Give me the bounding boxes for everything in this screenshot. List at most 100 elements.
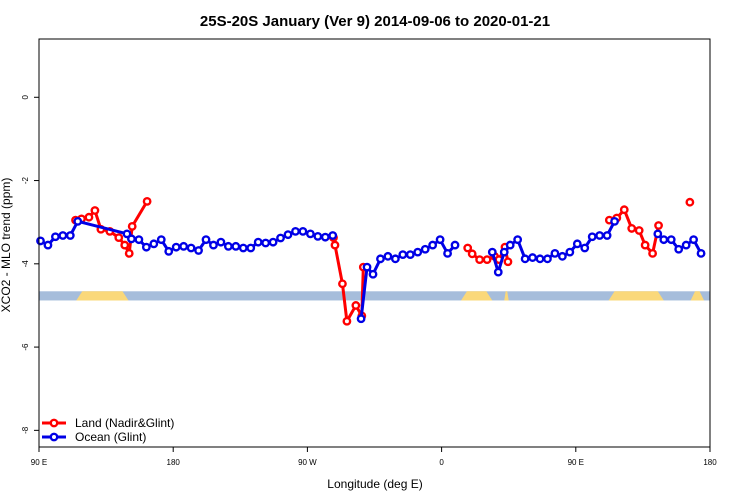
data-point bbox=[595, 231, 605, 240]
data-point bbox=[253, 237, 263, 247]
data-point bbox=[368, 269, 378, 279]
data-point bbox=[580, 243, 590, 253]
data-point bbox=[127, 234, 136, 244]
data-point bbox=[482, 255, 492, 265]
data-point bbox=[696, 249, 706, 258]
data-point bbox=[405, 250, 415, 260]
data-point bbox=[463, 243, 473, 253]
data-point bbox=[342, 316, 352, 326]
data-point bbox=[268, 237, 278, 247]
data-point bbox=[685, 197, 695, 207]
chart-title: 25S-20S January (Ver 9) 2014-09-06 to 20… bbox=[200, 13, 550, 30]
axes: 90 E 180 90 W 0 90 E 180 0 -2 -4 -6 -8 bbox=[21, 95, 717, 467]
data-point bbox=[565, 247, 575, 257]
data-point bbox=[619, 205, 629, 215]
land-band-segment bbox=[460, 291, 493, 301]
data-point bbox=[654, 221, 663, 230]
data-point bbox=[298, 226, 308, 236]
data-point bbox=[659, 235, 669, 245]
data-point bbox=[194, 246, 203, 255]
data-point bbox=[513, 235, 523, 245]
data-point bbox=[376, 254, 385, 264]
y-tick-label: -4 bbox=[21, 260, 30, 268]
data-point bbox=[653, 229, 663, 239]
data-point bbox=[390, 254, 400, 264]
data-point bbox=[398, 250, 408, 260]
data-point bbox=[164, 246, 174, 256]
data-point bbox=[231, 241, 241, 251]
data-point bbox=[43, 240, 53, 250]
data-point bbox=[313, 231, 323, 241]
data-point bbox=[627, 224, 637, 233]
data-point bbox=[216, 237, 226, 247]
data-point bbox=[171, 242, 181, 252]
x-tick-label: 90 E bbox=[568, 458, 584, 467]
data-point bbox=[209, 240, 218, 250]
x-tick-label: 180 bbox=[167, 458, 181, 467]
data-point bbox=[634, 226, 644, 235]
data-point bbox=[73, 216, 83, 226]
data-point bbox=[503, 257, 513, 267]
data-point bbox=[674, 244, 684, 254]
data-point bbox=[246, 243, 256, 253]
data-point bbox=[90, 206, 100, 215]
data-point bbox=[640, 240, 650, 250]
y-tick-label: 0 bbox=[21, 95, 30, 100]
data-point bbox=[587, 232, 597, 242]
land-band-segment bbox=[608, 291, 664, 301]
data-point bbox=[550, 249, 560, 258]
data-point bbox=[142, 196, 152, 206]
legend-marker bbox=[49, 418, 59, 428]
data-point bbox=[141, 242, 151, 252]
data-point bbox=[65, 231, 75, 240]
ocean-band bbox=[39, 291, 710, 301]
data-point bbox=[330, 240, 340, 250]
data-point bbox=[435, 235, 445, 245]
data-point bbox=[610, 216, 619, 226]
data-point bbox=[505, 240, 515, 250]
data-point bbox=[320, 232, 330, 242]
data-point bbox=[283, 230, 293, 240]
data-point bbox=[543, 254, 552, 264]
data-point bbox=[428, 240, 438, 250]
x-axis-label: Longitude (deg E) bbox=[327, 477, 422, 491]
data-point bbox=[114, 233, 124, 242]
y-tick-label: -8 bbox=[21, 426, 30, 434]
x-tick-label: 0 bbox=[439, 458, 444, 467]
legend: Land (Nadir&Glint)Ocean (Glint) bbox=[42, 416, 174, 444]
data-point bbox=[156, 235, 166, 245]
data-point bbox=[383, 251, 393, 261]
data-point bbox=[689, 235, 698, 245]
data-point bbox=[149, 239, 159, 249]
plot-frame bbox=[38, 38, 711, 448]
data-point bbox=[58, 231, 68, 240]
data-point bbox=[520, 254, 530, 264]
data-point bbox=[328, 231, 338, 240]
data-point bbox=[305, 229, 315, 239]
data-point bbox=[223, 241, 233, 251]
data-point bbox=[362, 262, 372, 272]
data-point bbox=[127, 221, 137, 231]
land-band-segment bbox=[690, 291, 705, 301]
data-point bbox=[487, 247, 497, 257]
data-point bbox=[201, 235, 211, 245]
y-tick-label: -2 bbox=[21, 176, 30, 184]
data-point bbox=[648, 249, 657, 258]
y-axis-label: XCO2 - MLO trend (ppm) bbox=[0, 178, 13, 313]
data-point bbox=[499, 247, 509, 257]
data-point bbox=[238, 243, 248, 253]
data-point bbox=[51, 232, 60, 242]
data-point bbox=[535, 254, 545, 264]
land-band-segment bbox=[504, 291, 509, 301]
data-point bbox=[467, 249, 477, 259]
data-point bbox=[450, 240, 460, 250]
x-tick-label: 90 E bbox=[31, 458, 47, 467]
x-tick-label: 90 W bbox=[298, 458, 317, 467]
x-tick-label: 180 bbox=[703, 458, 717, 467]
land-band-segment bbox=[76, 291, 129, 301]
series-line bbox=[332, 237, 365, 323]
data-point bbox=[681, 240, 691, 250]
data-point bbox=[291, 226, 300, 236]
data-point bbox=[179, 241, 189, 251]
